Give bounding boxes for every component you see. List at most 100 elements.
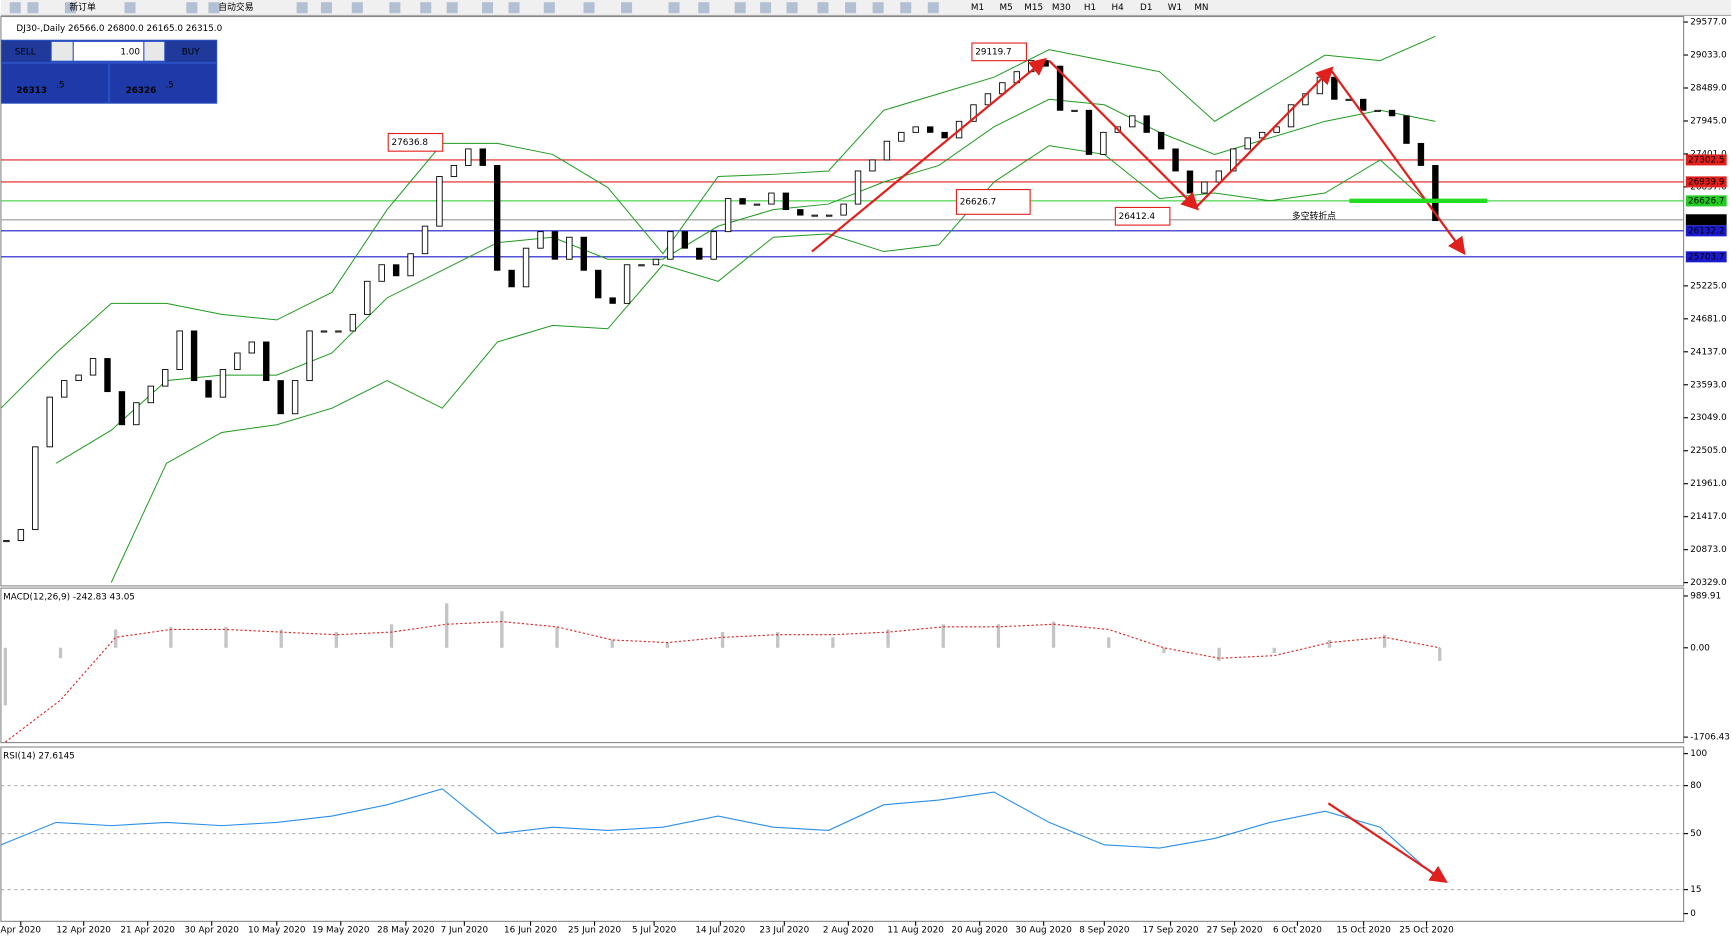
macd-bar [996,624,1001,648]
x-tick-label: 30 Aug 2020 [1015,926,1072,936]
toolbar-icon[interactable] [64,2,76,14]
sell-button[interactable] [2,40,51,62]
candle [1056,65,1064,111]
y-tick-label: 29033.0 [1690,51,1727,61]
toolbar-icon[interactable] [543,2,555,14]
toolbar-icon[interactable] [786,2,798,14]
toolbar-button[interactable]: 自动交易 [218,1,253,13]
toolbar-icon[interactable] [351,2,363,14]
toolbar-icon[interactable] [296,2,308,14]
price-tag-label: 26315.0 [1688,215,1725,225]
toolbar-icon[interactable] [124,2,136,14]
sell-price-tile[interactable] [2,63,108,103]
annotation-box [1114,206,1171,226]
candle [1403,115,1410,144]
y-tick-label: 0 [1690,909,1696,919]
candle [306,330,313,382]
candle [436,176,443,227]
timeframe-button[interactable]: W1 [1168,3,1182,13]
toolbar-icon[interactable] [872,2,884,14]
timeframe-button[interactable]: M5 [1000,3,1013,13]
toolbar-button[interactable]: 新订单 [69,1,96,13]
toolbar-icon[interactable] [900,2,912,14]
timeframe-button[interactable]: MN [1194,3,1208,13]
y-tick-label: 23593.0 [1690,380,1727,390]
toolbar-icon[interactable] [845,2,857,14]
toolbar-icon[interactable] [186,2,198,14]
toolbar-icon[interactable] [446,2,458,14]
candle [75,374,82,382]
buy-button[interactable] [165,40,217,62]
toolbar-icon[interactable] [817,2,829,14]
toolbar-icon[interactable] [621,2,633,14]
trend-arrow [1195,66,1334,209]
y-tick-label: 25225.0 [1690,281,1727,291]
candle [320,330,328,333]
macd-bar [279,629,283,648]
macd-bar [1327,639,1332,648]
toolbar-icon[interactable] [734,2,746,14]
sell-label[interactable]: SELL [15,47,36,57]
candle [941,131,948,139]
timeframe-button[interactable]: D1 [1140,3,1152,13]
toolbar-icon[interactable] [760,2,772,14]
timeframe-button[interactable]: M1 [971,3,984,13]
price-tag-label: 26626.7 [1688,196,1724,206]
toolbar-icon[interactable] [698,2,710,14]
y-tick-label: 21417.0 [1690,512,1727,522]
trend-arrow [1329,68,1466,256]
toolbar-icon[interactable] [508,2,520,14]
x-tick-label: 7 Jun 2020 [441,926,489,936]
timeframe-button[interactable]: M15 [1024,3,1043,13]
candle [190,330,198,382]
macd-signal [5,621,1440,743]
candle [768,192,775,205]
ask-price: 26326 [126,86,157,96]
timeframe-button[interactable]: M30 [1052,3,1071,13]
lot-input[interactable] [73,41,144,61]
candle [248,341,256,354]
x-tick-label: 17 Sep 2020 [1143,926,1199,936]
macd-label: MACD(12,26,9) -242.83 43.05 [3,592,135,602]
toolbar-icon[interactable] [482,2,494,14]
macd-bar [776,632,780,648]
candle [1287,104,1295,128]
lot-down[interactable] [51,41,73,61]
buy-price-tile[interactable] [110,63,217,103]
candle [364,280,371,315]
timeframe-button[interactable]: H4 [1111,3,1124,13]
toolbar-icon[interactable] [9,2,21,14]
toolbar-icon[interactable] [420,2,432,14]
timeframe-button[interactable]: H1 [1084,3,1096,13]
toolbar-icon[interactable] [583,2,595,14]
trend-arrow [1048,59,1200,211]
y-tick-label: 28489.0 [1690,83,1727,93]
candle [291,380,299,415]
lot-up[interactable] [144,41,165,61]
x-tick-label: 6 Oct 2020 [1273,926,1322,936]
toolbar-icon[interactable] [927,2,939,14]
macd-bar [831,637,835,648]
toolbar-icon[interactable] [27,2,39,14]
price-tag [1685,176,1727,188]
candle [60,380,68,398]
price-tag [1685,214,1727,226]
candle [883,140,891,161]
candle [1129,115,1136,128]
chart-header: DJ30-,Daily 26566.0 26800.0 26165.0 2631… [16,24,222,34]
macd-bar [500,611,504,648]
toolbar-icon[interactable] [208,2,220,14]
toolbar-icon[interactable] [668,2,680,14]
toolbar-icon[interactable] [389,2,401,14]
toolbar-icon[interactable] [320,2,332,14]
x-tick-label: 16 Jun 2020 [504,926,557,936]
candle [595,269,602,299]
candle [1374,109,1381,112]
candle [104,358,111,393]
macd-bar [1382,634,1387,648]
macd-bar [720,632,725,648]
y-tick-label: -1706.43 [1690,733,1730,743]
buy-label[interactable]: BUY [182,47,200,57]
candle [147,385,154,404]
